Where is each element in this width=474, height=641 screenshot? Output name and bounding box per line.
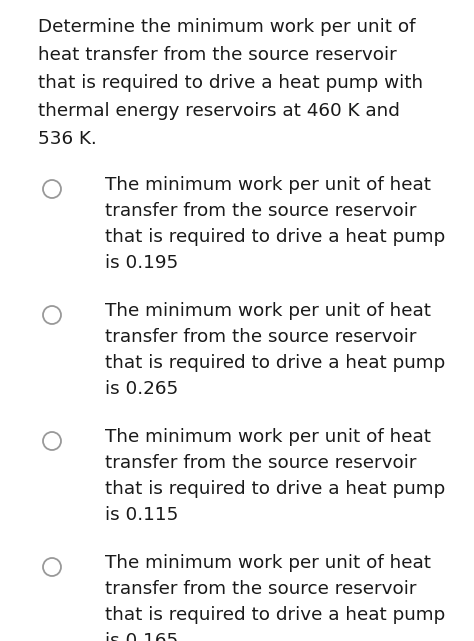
Circle shape: [43, 558, 61, 576]
Text: transfer from the source reservoir: transfer from the source reservoir: [105, 202, 417, 220]
Text: transfer from the source reservoir: transfer from the source reservoir: [105, 454, 417, 472]
Text: that is required to drive a heat pump: that is required to drive a heat pump: [105, 228, 445, 246]
Text: 536 K.: 536 K.: [38, 130, 97, 148]
Circle shape: [43, 432, 61, 450]
Circle shape: [43, 180, 61, 198]
Text: transfer from the source reservoir: transfer from the source reservoir: [105, 580, 417, 598]
Text: The minimum work per unit of heat: The minimum work per unit of heat: [105, 554, 431, 572]
Text: that is required to drive a heat pump: that is required to drive a heat pump: [105, 606, 445, 624]
Text: is 0.265: is 0.265: [105, 380, 178, 398]
Circle shape: [43, 306, 61, 324]
Text: that is required to drive a heat pump with: that is required to drive a heat pump wi…: [38, 74, 423, 92]
Text: The minimum work per unit of heat: The minimum work per unit of heat: [105, 176, 431, 194]
Text: that is required to drive a heat pump: that is required to drive a heat pump: [105, 354, 445, 372]
Text: is 0.115: is 0.115: [105, 506, 178, 524]
Text: is 0.195: is 0.195: [105, 254, 178, 272]
Text: Determine the minimum work per unit of: Determine the minimum work per unit of: [38, 18, 416, 36]
Text: The minimum work per unit of heat: The minimum work per unit of heat: [105, 428, 431, 446]
Text: The minimum work per unit of heat: The minimum work per unit of heat: [105, 302, 431, 320]
Text: heat transfer from the source reservoir: heat transfer from the source reservoir: [38, 46, 397, 64]
Text: thermal energy reservoirs at 460 K and: thermal energy reservoirs at 460 K and: [38, 102, 400, 120]
Text: transfer from the source reservoir: transfer from the source reservoir: [105, 328, 417, 346]
Text: that is required to drive a heat pump: that is required to drive a heat pump: [105, 480, 445, 498]
Text: is 0.165: is 0.165: [105, 632, 178, 641]
